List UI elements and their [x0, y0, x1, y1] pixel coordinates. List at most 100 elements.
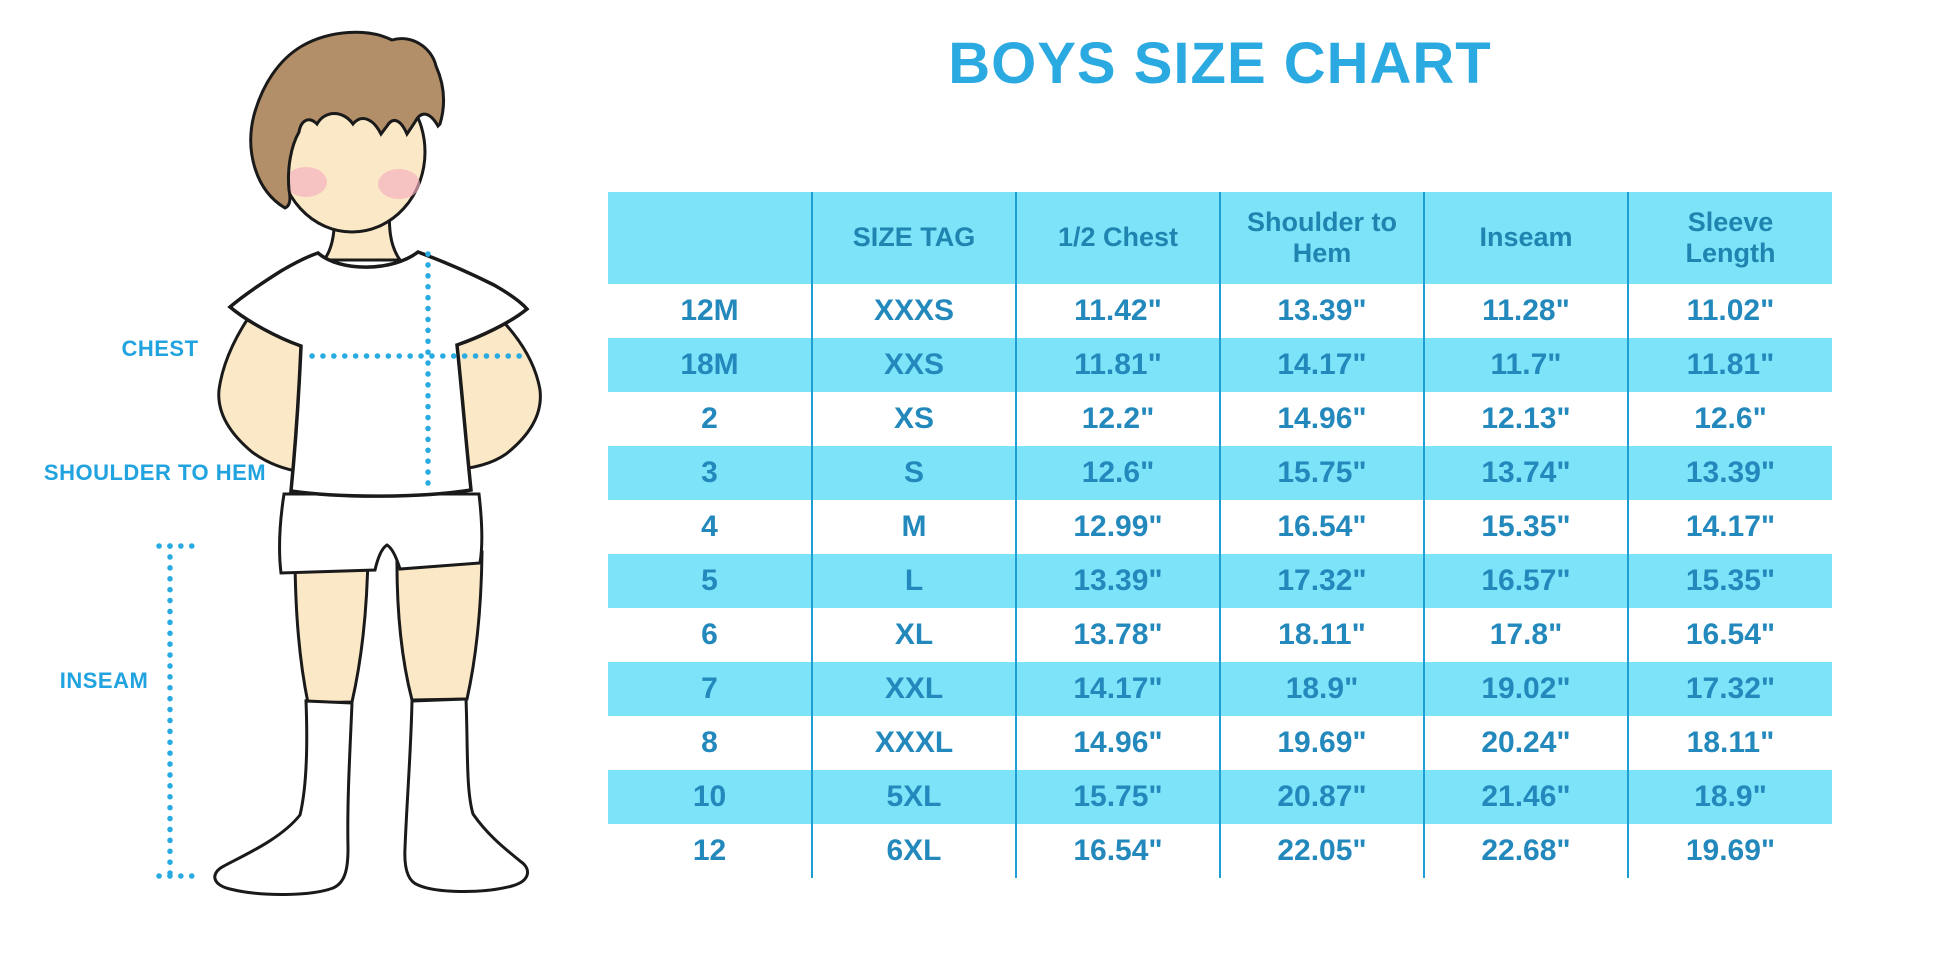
cell-half-chest: 14.17" — [1015, 662, 1220, 716]
cell-shoulder-to-hem: 20.87" — [1219, 770, 1424, 824]
cell-inseam: 20.24" — [1423, 716, 1628, 770]
table-row: 6 XL 13.78" 18.11" 17.8" 16.54" — [608, 608, 1832, 662]
left-leg — [293, 550, 370, 705]
header-sleeve-length: Sleeve Length — [1627, 192, 1832, 284]
left-sock — [213, 699, 354, 897]
table-row: 12M XXXS 11.42" 13.39" 11.28" 11.02" — [608, 284, 1832, 338]
size-table-header: SIZE TAG 1/2 Chest Shoulder to Hem Insea… — [608, 192, 1832, 284]
cell-size-tag: 6XL — [811, 824, 1016, 878]
cell-size-tag: M — [811, 500, 1016, 554]
table-row: 5 L 13.39" 17.32" 16.57" 15.35" — [608, 554, 1832, 608]
page-title: BOYS SIZE CHART — [948, 31, 1492, 96]
cell-sleeve-length: 18.11" — [1627, 716, 1832, 770]
cell-sleeve-length: 17.32" — [1627, 662, 1832, 716]
cell-inseam: 19.02" — [1423, 662, 1628, 716]
cell-size: 5 — [608, 554, 812, 608]
header-row: SIZE TAG 1/2 Chest Shoulder to Hem Insea… — [608, 192, 1832, 284]
cell-size: 12M — [680, 294, 739, 327]
size-table-body: 12M XXXS 11.42" 13.39" 11.28" 11.02" 18M XXS 11.… — [608, 284, 1832, 878]
cell-shoulder-to-hem: 14.96" — [1219, 392, 1424, 446]
cell-size-tag: XXS — [811, 338, 1016, 392]
cell-size: 8 — [701, 726, 718, 759]
table-row: 10 5XL 15.75" 20.87" 21.46" 18.9" — [608, 770, 1832, 824]
right-sock — [403, 697, 529, 893]
cell-shoulder-to-hem: 22.05" — [1219, 824, 1424, 878]
right-blush — [378, 169, 420, 199]
cell-shoulder-to-hem: 19.69" — [1219, 716, 1424, 770]
cell-half-chest: 13.39" — [1015, 554, 1220, 608]
cell-inseam: 21.46" — [1423, 770, 1628, 824]
cell-size: 18M — [608, 338, 812, 392]
cell-sleeve-length: 16.54" — [1627, 608, 1832, 662]
chest-label: CHEST — [121, 336, 199, 361]
cell-half-chest: 16.54" — [1015, 824, 1220, 878]
cell-shoulder-to-hem: 14.17" — [1219, 338, 1424, 392]
cell-shoulder-to-hem: 17.32" — [1219, 554, 1424, 608]
cell-shoulder-to-hem: 18.9" — [1219, 662, 1424, 716]
boys-size-table: SIZE TAG 1/2 Chest Shoulder to Hem Insea… — [608, 192, 1832, 878]
table-row: 7 XXL 14.17" 18.9" 19.02" 17.32" — [608, 662, 1832, 716]
cell-size: 12 — [692, 834, 727, 867]
cell-shoulder-to-hem: 13.39" — [1219, 284, 1424, 338]
cell-sleeve-length: 14.17" — [1627, 500, 1832, 554]
cell-size-tag: XXXS — [811, 284, 1016, 338]
cell-size: 3 — [608, 446, 812, 500]
cell-inseam: 15.35" — [1423, 500, 1628, 554]
cell-size: 6 — [701, 618, 718, 651]
table-row: 18M XXS 11.81" 14.17" 11.7" 11.81" — [608, 338, 1832, 392]
cell-half-chest: 13.78" — [1015, 608, 1220, 662]
t-shirt — [227, 250, 530, 498]
cell-sleeve-length: 11.81" — [1627, 338, 1832, 392]
left-blush — [285, 167, 327, 197]
cell-shoulder-to-hem: 15.75" — [1219, 446, 1424, 500]
cell-half-chest: 15.75" — [1015, 770, 1220, 824]
boy-illustration — [156, 30, 542, 897]
hair — [249, 30, 445, 210]
table-row: 3 S 12.6" 15.75" 13.74" 13.39" — [608, 446, 1832, 500]
table-row: 4 M 12.99" 16.54" 15.35" 14.17" — [608, 500, 1832, 554]
cell-sleeve-length: 12.6" — [1627, 392, 1832, 446]
cell-sleeve-length: 11.02" — [1627, 284, 1832, 338]
cell-size: 2 — [701, 402, 718, 435]
cell-inseam: 17.8" — [1423, 608, 1628, 662]
cell-sleeve-length: 19.69" — [1627, 824, 1832, 878]
cell-inseam: 16.57" — [1423, 554, 1628, 608]
cell-size: 4 — [701, 510, 718, 543]
table-row: 2 XS 12.2" 14.96" 12.13" 12.6" — [608, 392, 1832, 446]
cell-inseam: 22.68" — [1423, 824, 1628, 878]
cell-half-chest: 12.99" — [1015, 500, 1220, 554]
cell-shoulder-to-hem: 18.11" — [1219, 608, 1424, 662]
cell-size-tag: XXL — [811, 662, 1016, 716]
cell-sleeve-length: 15.35" — [1627, 554, 1832, 608]
cell-half-chest: 14.96" — [1015, 716, 1220, 770]
header-half-chest: 1/2 Chest — [1015, 192, 1220, 284]
cell-sleeve-length: 13.39" — [1627, 446, 1832, 500]
shorts — [278, 492, 484, 575]
cell-half-chest: 11.42" — [1015, 284, 1220, 338]
boy-measurement-diagram: CHEST SHOULDER TO HEM INSEAM — [0, 0, 560, 973]
header-size — [608, 192, 812, 284]
cell-inseam: 12.13" — [1423, 392, 1628, 446]
cell-inseam: 13.74" — [1423, 446, 1628, 500]
cell-size-tag: 5XL — [811, 770, 1016, 824]
cell-half-chest: 12.6" — [1015, 446, 1220, 500]
cell-half-chest: 11.81" — [1015, 338, 1220, 392]
cell-size-tag: S — [811, 446, 1016, 500]
cell-size-tag: XS — [811, 392, 1016, 446]
cell-half-chest: 12.2" — [1015, 392, 1220, 446]
cell-shoulder-to-hem: 16.54" — [1219, 500, 1424, 554]
cell-inseam: 11.28" — [1423, 284, 1628, 338]
table-row: 8 XXXL 14.96" 19.69" 20.24" 18.11" — [608, 716, 1832, 770]
right-leg — [395, 550, 484, 702]
cell-size-tag: L — [811, 554, 1016, 608]
shoulder-to-hem-label: SHOULDER TO HEM — [43, 460, 267, 485]
cell-size: 10 — [608, 770, 812, 824]
cell-size-tag: XL — [811, 608, 1016, 662]
cell-sleeve-length: 18.9" — [1627, 770, 1832, 824]
cell-inseam: 11.7" — [1423, 338, 1628, 392]
table-row: 12 6XL 16.54" 22.05" 22.68" 19.69" — [608, 824, 1832, 878]
header-inseam: Inseam — [1423, 192, 1628, 284]
cell-size-tag: XXXL — [811, 716, 1016, 770]
header-shoulder-to-hem: Shoulder to Hem — [1219, 192, 1424, 284]
cell-size: 7 — [608, 662, 812, 716]
